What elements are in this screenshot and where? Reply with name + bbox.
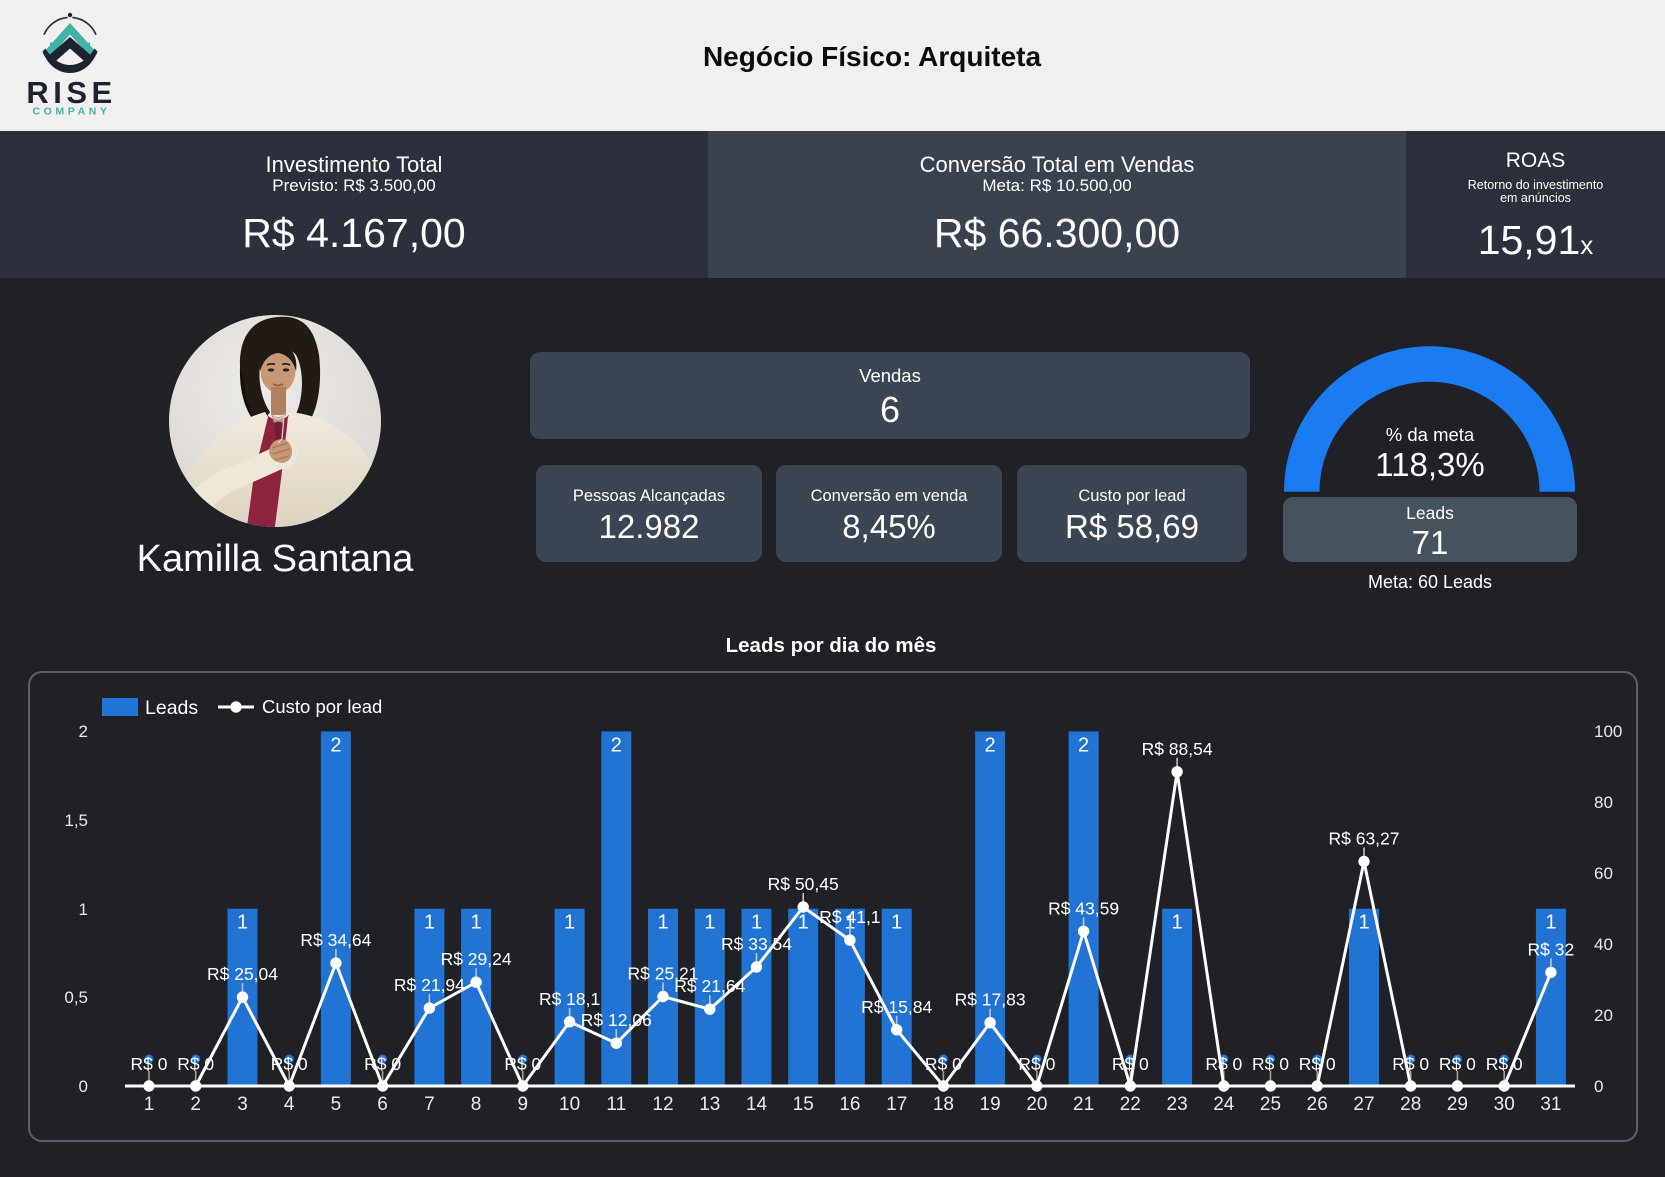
svg-text:R$ 0: R$ 0 — [271, 1054, 308, 1074]
svg-text:1: 1 — [424, 912, 435, 934]
svg-text:25: 25 — [1260, 1094, 1281, 1115]
svg-text:R$ 18,1: R$ 18,1 — [539, 989, 600, 1009]
svg-text:R$ 63,27: R$ 63,27 — [1328, 829, 1399, 849]
svg-text:30: 30 — [1494, 1094, 1515, 1115]
svg-text:2: 2 — [330, 734, 341, 756]
svg-text:3: 3 — [237, 1094, 248, 1115]
svg-text:1: 1 — [1545, 912, 1556, 934]
svg-text:1: 1 — [564, 912, 575, 934]
svg-text:R$ 0: R$ 0 — [1299, 1054, 1336, 1074]
svg-text:40: 40 — [1594, 935, 1613, 954]
svg-text:0: 0 — [79, 1077, 88, 1096]
svg-text:R$ 0: R$ 0 — [131, 1054, 168, 1074]
svg-text:RISE: RISE — [26, 75, 115, 110]
svg-text:19: 19 — [980, 1094, 1001, 1115]
svg-text:R$ 0: R$ 0 — [504, 1054, 541, 1074]
svg-text:R$ 29,24: R$ 29,24 — [441, 949, 512, 969]
svg-text:22: 22 — [1120, 1094, 1141, 1115]
svg-text:12: 12 — [652, 1094, 673, 1115]
svg-text:R$ 0: R$ 0 — [925, 1054, 962, 1074]
svg-text:R$ 88,54: R$ 88,54 — [1142, 739, 1213, 759]
svg-text:10: 10 — [559, 1094, 580, 1115]
svg-text:0: 0 — [1594, 1077, 1603, 1096]
svg-text:23: 23 — [1167, 1094, 1188, 1115]
svg-text:18: 18 — [933, 1094, 954, 1115]
svg-text:1: 1 — [798, 912, 809, 934]
svg-text:100: 100 — [1594, 722, 1622, 741]
svg-text:R$ 41,1: R$ 41,1 — [819, 907, 880, 927]
svg-text:R$ 15,84: R$ 15,84 — [861, 997, 932, 1017]
svg-text:15: 15 — [793, 1094, 814, 1115]
svg-text:20: 20 — [1026, 1094, 1047, 1115]
svg-text:27: 27 — [1353, 1094, 1374, 1115]
svg-text:R$ 34,64: R$ 34,64 — [300, 930, 371, 950]
svg-text:28: 28 — [1400, 1094, 1421, 1115]
svg-text:R$ 33,54: R$ 33,54 — [721, 934, 792, 954]
svg-text:17: 17 — [886, 1094, 907, 1115]
svg-text:R$ 0: R$ 0 — [1112, 1054, 1149, 1074]
svg-text:R$ 0: R$ 0 — [1205, 1054, 1242, 1074]
svg-text:R$ 0: R$ 0 — [177, 1054, 214, 1074]
svg-text:R$ 0: R$ 0 — [1252, 1054, 1289, 1074]
svg-text:2: 2 — [611, 734, 622, 756]
svg-text:R$ 43,59: R$ 43,59 — [1048, 898, 1119, 918]
svg-text:0,5: 0,5 — [64, 988, 88, 1007]
svg-text:2: 2 — [190, 1094, 201, 1115]
svg-text:R$ 25,21: R$ 25,21 — [627, 964, 698, 984]
svg-text:2: 2 — [1078, 734, 1089, 756]
svg-text:1,5: 1,5 — [64, 811, 88, 830]
svg-text:1: 1 — [891, 912, 902, 934]
svg-text:2: 2 — [985, 734, 996, 756]
svg-text:6: 6 — [377, 1094, 388, 1115]
svg-text:7: 7 — [424, 1094, 435, 1115]
svg-text:20: 20 — [1594, 1006, 1613, 1025]
svg-text:1: 1 — [144, 1094, 155, 1115]
svg-text:1: 1 — [1172, 912, 1183, 934]
svg-text:R$ 0: R$ 0 — [1018, 1054, 1055, 1074]
svg-text:R$ 0: R$ 0 — [1486, 1054, 1523, 1074]
svg-text:14: 14 — [746, 1094, 768, 1115]
svg-text:R$ 17,83: R$ 17,83 — [955, 990, 1026, 1010]
svg-text:R$ 0: R$ 0 — [364, 1054, 401, 1074]
svg-text:80: 80 — [1594, 793, 1613, 812]
svg-text:31: 31 — [1540, 1094, 1561, 1115]
svg-text:1: 1 — [1358, 912, 1369, 934]
svg-text:1: 1 — [237, 912, 248, 934]
svg-text:4: 4 — [284, 1094, 295, 1115]
svg-text:9: 9 — [518, 1094, 529, 1115]
svg-text:R$ 32: R$ 32 — [1528, 939, 1575, 959]
svg-text:1: 1 — [471, 912, 482, 934]
svg-text:R$ 25,04: R$ 25,04 — [207, 964, 278, 984]
svg-text:COMPANY: COMPANY — [32, 106, 110, 118]
svg-text:5: 5 — [331, 1094, 342, 1115]
svg-text:21: 21 — [1073, 1094, 1094, 1115]
svg-text:R$ 21,64: R$ 21,64 — [674, 976, 745, 996]
svg-text:R$ 0: R$ 0 — [1392, 1054, 1429, 1074]
svg-text:29: 29 — [1447, 1094, 1468, 1115]
svg-text:2: 2 — [79, 722, 88, 741]
svg-text:13: 13 — [699, 1094, 720, 1115]
svg-text:16: 16 — [839, 1094, 860, 1115]
svg-text:24: 24 — [1213, 1094, 1235, 1115]
svg-text:1: 1 — [844, 912, 855, 934]
svg-text:Custo por lead: Custo por lead — [262, 696, 382, 717]
svg-text:1: 1 — [751, 912, 762, 934]
svg-text:11: 11 — [606, 1094, 626, 1115]
svg-text:R$ 0: R$ 0 — [1439, 1054, 1476, 1074]
svg-text:1: 1 — [704, 912, 715, 934]
svg-text:8: 8 — [471, 1094, 482, 1115]
svg-text:Leads: Leads — [145, 697, 198, 719]
svg-text:26: 26 — [1307, 1094, 1328, 1115]
svg-text:1: 1 — [79, 900, 88, 919]
svg-text:R$ 21,94: R$ 21,94 — [394, 975, 465, 995]
svg-text:R$ 12,06: R$ 12,06 — [581, 1010, 652, 1030]
svg-text:1: 1 — [657, 912, 668, 934]
svg-text:R$ 50,45: R$ 50,45 — [768, 874, 839, 894]
svg-text:60: 60 — [1594, 864, 1613, 883]
